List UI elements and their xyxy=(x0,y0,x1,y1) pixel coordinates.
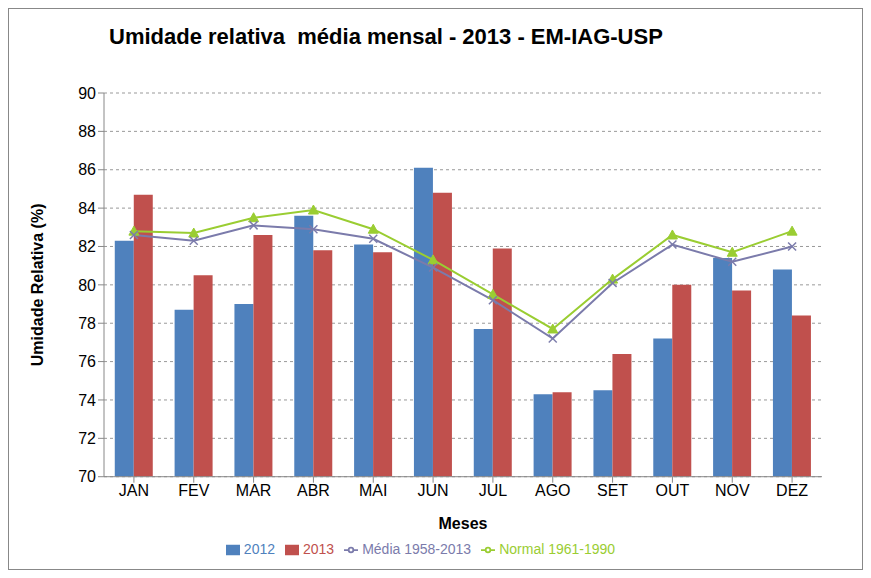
svg-text:84: 84 xyxy=(78,200,96,217)
svg-text:JUL: JUL xyxy=(479,482,508,499)
svg-text:MAI: MAI xyxy=(359,482,387,499)
svg-text:70: 70 xyxy=(78,468,96,485)
svg-text:Meses: Meses xyxy=(439,515,488,532)
svg-text:MAR: MAR xyxy=(236,482,272,499)
html-text:Média 1958-2013: Média 1958-2013 xyxy=(362,540,472,557)
svg-text:88: 88 xyxy=(78,123,96,140)
svg-text:AGO: AGO xyxy=(535,482,571,499)
svg-text:FEV: FEV xyxy=(178,482,209,499)
svg-text:76: 76 xyxy=(78,353,96,370)
html-text:Normal 1961-1990: Normal 1961-1990 xyxy=(499,540,616,557)
svg-text:DEZ: DEZ xyxy=(776,482,808,499)
svg-text:78: 78 xyxy=(78,315,96,332)
svg-text:NOV: NOV xyxy=(715,482,750,499)
svg-text:90: 90 xyxy=(78,85,96,102)
html-text:2012: 2012 xyxy=(243,540,275,557)
svg-text:74: 74 xyxy=(78,392,96,409)
svg-text:ABR: ABR xyxy=(297,482,330,499)
svg-text:OUT: OUT xyxy=(656,482,690,499)
svg-text:72: 72 xyxy=(78,430,96,447)
html-text:2013: 2013 xyxy=(303,540,335,557)
svg-text:Umidade Relativa (%): Umidade Relativa (%) xyxy=(29,203,46,366)
svg-text:JAN: JAN xyxy=(119,482,149,499)
svg-text:82: 82 xyxy=(78,238,96,255)
html-text:Umidade relativa média mensal: Umidade relativa média mensal - 2013 - E… xyxy=(109,24,663,49)
svg-text:SET: SET xyxy=(597,482,628,499)
svg-text:80: 80 xyxy=(78,277,96,294)
svg-text:JUN: JUN xyxy=(418,482,449,499)
svg-text:86: 86 xyxy=(78,161,96,178)
